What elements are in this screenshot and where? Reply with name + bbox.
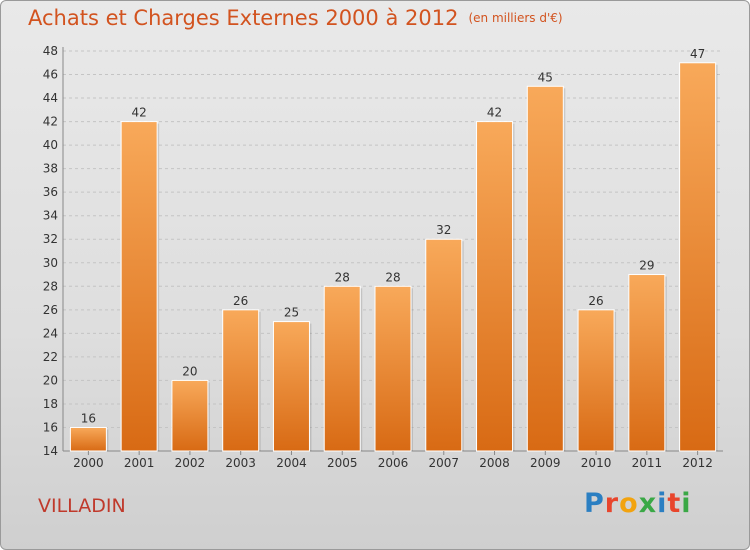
y-tick-label: 14 [43,444,58,458]
y-tick-label: 34 [43,209,58,223]
chart-title-text: Achats et Charges Externes 2000 à 2012 [28,6,459,30]
chart-title: Achats et Charges Externes 2000 à 2012 (e… [28,6,563,30]
data-label: 32 [436,223,451,237]
y-tick-label: 18 [43,397,58,411]
logo-letter: x [638,488,658,519]
data-label: 16 [81,411,96,425]
logo-letter: P [584,488,605,519]
data-label: 28 [385,270,400,284]
data-label: 26 [588,294,603,308]
bar [120,121,158,452]
y-tick-label: 46 [43,68,58,82]
y-tick-label: 48 [43,44,58,58]
bar [374,285,412,452]
bar [628,274,666,452]
data-label: 47 [690,47,705,61]
y-tick-label: 20 [43,373,58,387]
bar [577,309,615,452]
bar [222,309,260,452]
x-tick-label: 2004 [276,456,307,470]
y-tick-label: 24 [43,326,58,340]
x-tick-label: 2006 [378,456,409,470]
logo-letter: r [604,488,620,519]
proxiti-logo: Proxiti [584,488,692,519]
bar [425,238,463,452]
y-tick-label: 36 [43,185,58,199]
y-tick-label: 42 [43,115,58,129]
bar [69,426,107,452]
x-tick-label: 2012 [682,456,713,470]
x-tick-label: 2011 [632,456,663,470]
bar [476,121,514,452]
x-tick-label: 2005 [327,456,358,470]
logo-letter: i [681,488,692,519]
y-tick-label: 22 [43,350,58,364]
data-label: 25 [284,306,299,320]
x-tick-label: 2002 [175,456,206,470]
logo-letter: t [667,488,682,519]
data-label: 26 [233,294,248,308]
chart-subtitle: (en milliers d'€) [468,11,563,25]
x-tick-label: 2010 [581,456,612,470]
y-tick-label: 40 [43,138,58,152]
data-label: 42 [132,106,147,120]
y-tick-label: 38 [43,162,58,176]
x-tick-label: 2000 [73,456,104,470]
logo-letter: o [619,488,639,519]
x-tick-label: 2009 [530,456,561,470]
bar [679,62,717,452]
y-tick-label: 16 [43,420,58,434]
place-name: VILLADIN [38,495,126,517]
y-tick-label: 30 [43,256,58,270]
bar [323,285,361,452]
y-tick-label: 44 [43,91,58,105]
x-tick-label: 2001 [124,456,155,470]
x-tick-label: 2007 [428,456,459,470]
y-tick-label: 32 [43,232,58,246]
data-label: 45 [538,70,553,84]
y-tick-label: 26 [43,303,58,317]
bar [272,321,310,452]
bar [526,85,564,452]
logo-letter: i [657,488,668,519]
x-tick-label: 2003 [225,456,256,470]
y-tick-label: 28 [43,279,58,293]
bar [171,379,209,452]
data-label: 28 [335,270,350,284]
data-label: 29 [639,259,654,273]
x-tick-label: 2008 [479,456,510,470]
data-label: 20 [182,364,197,378]
data-label: 42 [487,106,502,120]
